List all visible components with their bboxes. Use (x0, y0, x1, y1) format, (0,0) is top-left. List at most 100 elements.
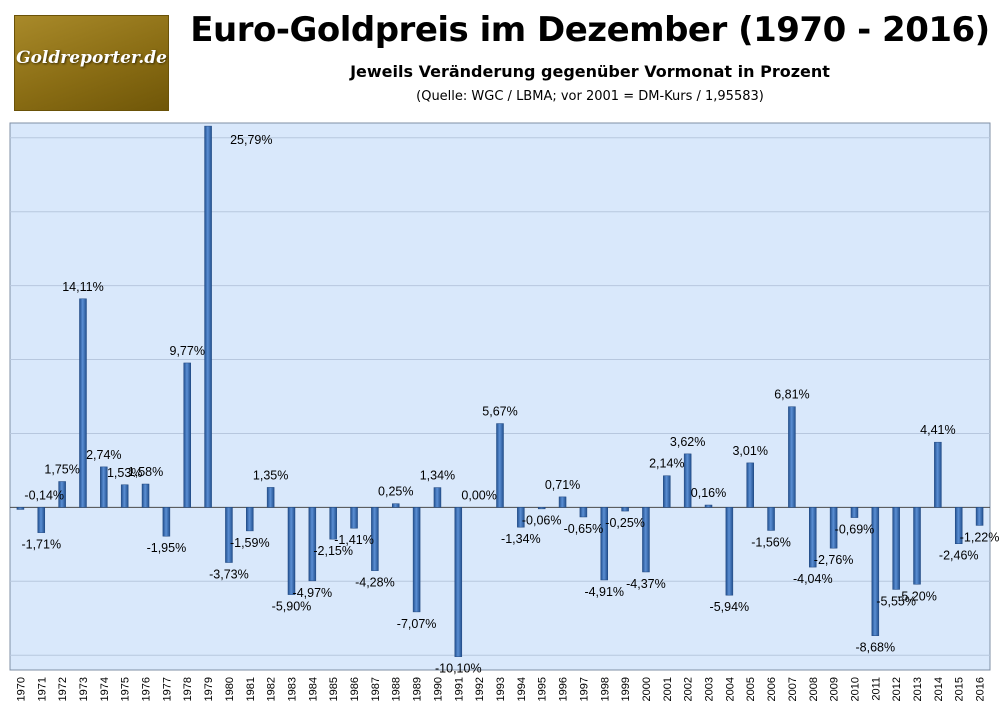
data-label-2014: 4,41% (920, 423, 955, 437)
data-label-2016: -1,22% (960, 530, 1000, 544)
bar-2015 (954, 507, 963, 544)
bar-2004 (725, 507, 734, 596)
bar-1971 (37, 507, 46, 533)
data-label-1982: 1,35% (253, 468, 288, 482)
bar-2001 (663, 475, 671, 508)
data-labels: -0,14% -1,71% 1,75% 14,11% 2,74% 1,53%1,58% -1… (21, 133, 999, 676)
bar-2011 (871, 507, 880, 636)
x-tick-label-2008: 2008 (808, 677, 820, 701)
logo: Goldreporter.de (14, 15, 169, 111)
data-label-1998: -4,91% (584, 585, 624, 599)
data-label-1985: -2,15% (313, 544, 353, 558)
x-tick-label-1986: 1986 (349, 677, 361, 701)
x-tick-label-1981: 1981 (245, 677, 257, 701)
data-label-1986: -1,41% (334, 533, 374, 547)
data-label-2004: -5,94% (710, 600, 750, 614)
x-tick-label-1987: 1987 (370, 677, 382, 701)
chart-title: Euro-Goldpreis im Dezember (1970 - 2016) (190, 10, 990, 50)
x-tick-label-1991: 1991 (453, 677, 465, 701)
data-label-2012: -5,55% (876, 594, 916, 608)
bar-1986 (350, 507, 358, 529)
data-label-1990: 1,34% (420, 469, 455, 483)
bar-1974 (100, 466, 108, 508)
x-tick-label-1970: 1970 (15, 677, 27, 701)
data-label-2009: -2,76% (814, 553, 854, 567)
data-label-2000: -4,37% (626, 577, 666, 591)
data-label-1997: -0,65% (564, 522, 604, 536)
bar-1979 (204, 125, 212, 508)
bar-2016 (975, 507, 984, 526)
bar-2007 (788, 406, 796, 508)
bar-2014 (934, 441, 942, 508)
bar-1988 (391, 503, 400, 508)
data-label-2015: -2,46% (939, 549, 979, 563)
bar-1990 (433, 487, 442, 508)
data-label-1970: -0,14% (24, 488, 64, 502)
x-tick-label-2007: 2007 (787, 677, 799, 701)
x-tick-label-2006: 2006 (766, 677, 778, 701)
data-label-1987: -4,28% (355, 576, 395, 590)
x-tick-label-1983: 1983 (286, 677, 298, 701)
data-label-1993: 5,67% (482, 405, 517, 419)
bar-2002 (683, 453, 692, 508)
data-label-1981: -1,59% (230, 536, 270, 550)
bar-2006 (767, 507, 775, 531)
bar-1975 (120, 484, 129, 508)
bar-2013 (913, 507, 921, 585)
x-tick-label-2014: 2014 (933, 677, 945, 701)
data-label-1989: -7,07% (397, 617, 437, 631)
data-label-1983: -5,90% (272, 600, 312, 614)
x-tick-label-1990: 1990 (432, 677, 444, 701)
x-tick-label-2004: 2004 (724, 677, 736, 701)
bar-1976 (141, 483, 150, 508)
x-tick-label-2001: 2001 (662, 677, 674, 701)
data-label-1978: 9,77% (170, 344, 205, 358)
x-tick-label-1995: 1995 (537, 677, 549, 701)
x-tick-label-1980: 1980 (224, 677, 236, 701)
x-tick-label-2011: 2011 (870, 677, 882, 701)
x-tick-label-2000: 2000 (641, 677, 653, 701)
chart-subtitle: Jeweils Veränderung gegenüber Vormonat i… (350, 62, 830, 81)
data-label-2002: 3,62% (670, 435, 705, 449)
x-tick-label-1979: 1979 (203, 677, 215, 701)
bar-1997 (579, 507, 588, 518)
bar-1996 (558, 496, 567, 508)
bar-1982 (266, 487, 275, 508)
data-label-2005: 3,01% (732, 444, 767, 458)
data-label-1999: -0,25% (605, 516, 645, 530)
data-label-2003: 0,16% (691, 486, 726, 500)
data-label-2001: 2,14% (649, 457, 684, 471)
x-tick-label-1988: 1988 (391, 677, 403, 701)
data-label-1995: -0,06% (522, 513, 562, 527)
x-tick-label-2005: 2005 (745, 677, 757, 701)
x-tick-label-1974: 1974 (99, 677, 111, 701)
data-label-2006: -1,56% (751, 535, 791, 549)
plot-area (9, 122, 991, 671)
chart-source-note: (Quelle: WGC / LBMA; vor 2001 = DM-Kurs … (416, 89, 764, 104)
bar-1989 (412, 507, 421, 613)
bar-1983 (287, 507, 296, 595)
x-tick-label-1982: 1982 (266, 677, 278, 701)
x-tick-label-1985: 1985 (328, 677, 340, 701)
x-tick-label-1999: 1999 (620, 677, 632, 701)
x-tick-label-1975: 1975 (120, 677, 132, 701)
data-label-1980: -3,73% (209, 568, 249, 582)
bar-1994 (517, 507, 525, 528)
bar-1984 (308, 507, 317, 582)
x-tick-label-1996: 1996 (558, 677, 570, 701)
bar-1980 (225, 507, 233, 563)
bar-1991 (454, 507, 463, 657)
bar-1999 (621, 507, 629, 512)
x-tick-label-1971: 1971 (36, 677, 48, 701)
data-label-1971: -1,71% (21, 538, 61, 552)
bar-1998 (600, 507, 609, 581)
bar-2009 (829, 507, 838, 549)
x-tick-label-2015: 2015 (954, 677, 966, 701)
data-label-1988: 0,25% (378, 485, 413, 499)
data-label-1972: 1,75% (44, 463, 79, 477)
x-tick-label-1973: 1973 (78, 677, 90, 701)
bar-1981 (246, 507, 254, 532)
x-tick-label-2009: 2009 (829, 677, 841, 701)
x-tick-label-1993: 1993 (495, 677, 507, 701)
data-label-1991: -10,10% (435, 662, 482, 676)
